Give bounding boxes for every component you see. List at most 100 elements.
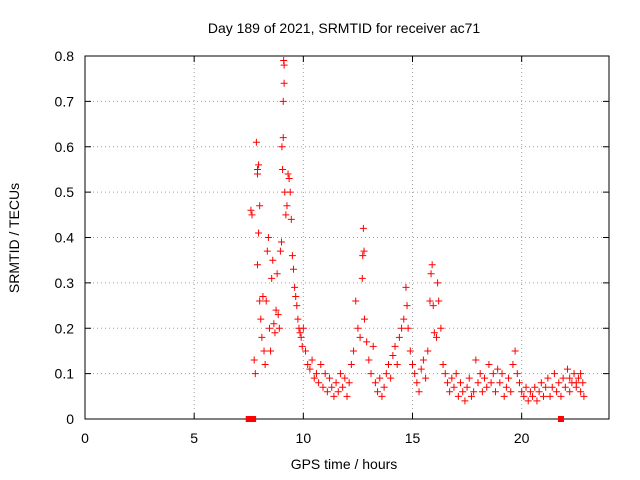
grid <box>85 56 609 419</box>
data-point <box>270 320 278 328</box>
data-point <box>467 392 475 400</box>
y-tick-label: 0.1 <box>55 366 75 382</box>
data-point <box>253 170 261 178</box>
data-point <box>260 347 268 355</box>
baseline-marker <box>250 416 257 422</box>
data-point <box>561 383 569 391</box>
data-point <box>485 361 493 369</box>
data-points <box>247 57 588 405</box>
data-point <box>336 370 344 378</box>
data-point <box>496 379 504 387</box>
data-point <box>526 388 534 396</box>
data-point <box>280 79 288 87</box>
data-point <box>579 379 587 387</box>
y-tick-label: 0.3 <box>55 275 75 291</box>
data-point <box>566 374 574 382</box>
data-point <box>263 247 271 255</box>
data-point <box>434 279 442 287</box>
data-point <box>291 283 299 291</box>
x-tick-label: 15 <box>405 430 421 446</box>
data-point <box>251 370 259 378</box>
data-point <box>262 297 270 305</box>
data-point <box>255 229 263 237</box>
data-point <box>278 143 286 151</box>
data-point <box>255 161 263 169</box>
data-point <box>472 356 480 364</box>
data-point <box>520 392 528 400</box>
y-tick-label: 0.6 <box>55 139 75 155</box>
x-tick-label: 0 <box>81 430 89 446</box>
data-point <box>429 302 437 310</box>
data-point <box>428 261 436 269</box>
y-tick-label: 0 <box>66 411 74 427</box>
data-point <box>299 324 307 332</box>
data-point <box>259 292 267 300</box>
data-point <box>284 170 292 178</box>
x-tick-label: 10 <box>296 430 312 446</box>
data-point <box>378 392 386 400</box>
data-point <box>413 379 421 387</box>
data-point <box>524 397 532 405</box>
data-point <box>304 361 312 369</box>
data-point <box>248 211 256 219</box>
data-point <box>427 270 435 278</box>
data-point <box>371 379 379 387</box>
data-point <box>285 175 293 183</box>
data-point <box>574 374 582 382</box>
data-point <box>400 315 408 323</box>
data-point <box>457 379 465 387</box>
data-point <box>267 347 275 355</box>
data-point <box>290 265 298 273</box>
baseline-markers <box>245 416 564 422</box>
plot-frame <box>84 55 610 420</box>
data-point <box>292 292 300 300</box>
data-point <box>489 370 497 378</box>
data-point <box>276 247 284 255</box>
data-point <box>252 138 260 146</box>
data-point <box>279 165 287 173</box>
data-point <box>441 370 449 378</box>
data-point <box>287 215 295 223</box>
y-tick-label: 0.5 <box>55 184 75 200</box>
data-point <box>500 392 508 400</box>
data-point <box>446 388 454 396</box>
data-point <box>509 361 517 369</box>
data-point <box>359 224 367 232</box>
data-point <box>296 329 304 337</box>
data-point <box>402 283 410 291</box>
data-point <box>380 383 388 391</box>
data-point <box>297 333 305 341</box>
data-point <box>433 333 441 341</box>
data-point <box>278 238 285 246</box>
data-point <box>533 397 541 405</box>
data-point <box>330 392 338 400</box>
data-point <box>274 311 282 319</box>
data-point <box>465 374 473 382</box>
data-point <box>476 370 484 378</box>
data-point <box>555 379 563 387</box>
data-point <box>306 365 314 373</box>
data-point <box>572 379 580 387</box>
data-point <box>326 374 334 382</box>
data-point <box>542 383 550 391</box>
data-point <box>513 370 521 378</box>
data-point <box>352 297 360 305</box>
baseline-marker <box>557 416 564 422</box>
data-point <box>544 374 552 382</box>
data-point <box>491 388 499 396</box>
data-point <box>387 374 395 382</box>
y-tick-label: 0.7 <box>55 93 75 109</box>
data-point <box>548 383 556 391</box>
data-point <box>298 342 306 350</box>
data-point <box>358 274 366 282</box>
data-point <box>411 370 419 378</box>
data-point <box>564 365 572 373</box>
data-point <box>577 370 585 378</box>
data-point <box>376 374 384 382</box>
x-tick-label: 20 <box>514 430 530 446</box>
data-point <box>374 388 382 396</box>
data-point <box>494 365 502 373</box>
data-point <box>511 347 519 355</box>
data-point <box>273 270 281 278</box>
